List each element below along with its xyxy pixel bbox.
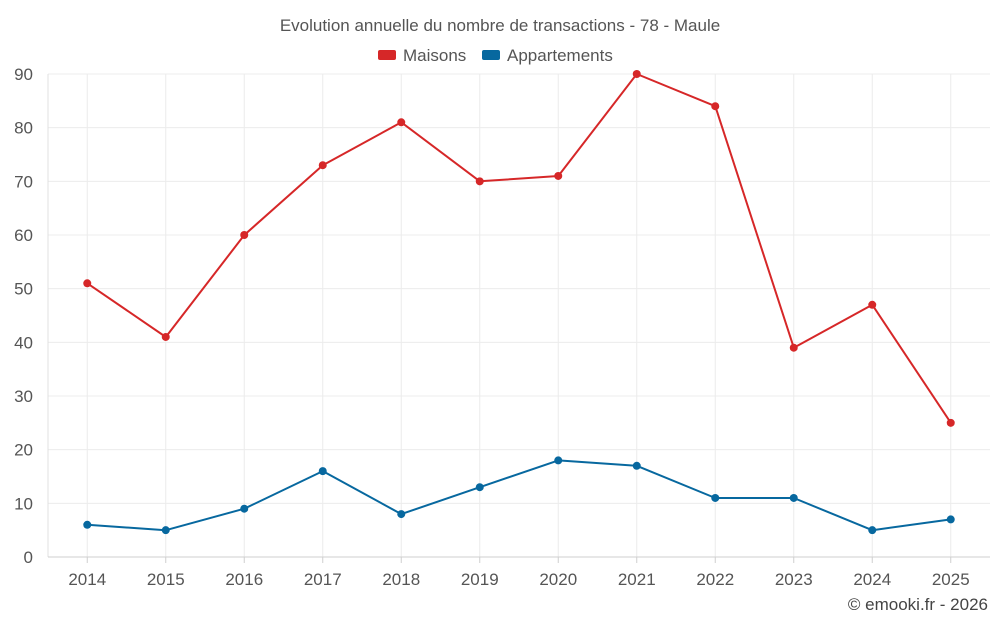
data-point-appartements bbox=[789, 493, 798, 502]
legend-swatch bbox=[482, 50, 500, 60]
x-tick-label: 2021 bbox=[618, 570, 656, 589]
data-point-maisons bbox=[240, 231, 249, 239]
x-tick-label: 2019 bbox=[461, 570, 499, 589]
x-tick-label: 2025 bbox=[932, 570, 970, 589]
data-point-appartements bbox=[83, 520, 92, 529]
data-point-maisons bbox=[161, 332, 170, 341]
y-tick-label: 50 bbox=[14, 280, 33, 299]
y-tick-label: 60 bbox=[14, 226, 33, 245]
data-point-maisons bbox=[318, 161, 327, 170]
data-point-appartements bbox=[868, 526, 877, 535]
legend-label: Appartements bbox=[507, 46, 613, 65]
data-point-maisons bbox=[397, 118, 406, 127]
axes: 0 10 20 30 40 50 60 70 80 90 2014 2015 2016 2017 2018 2… bbox=[14, 65, 990, 589]
data-point-appartements bbox=[554, 456, 563, 465]
y-tick-label: 40 bbox=[14, 333, 33, 352]
data-point-appartements bbox=[946, 515, 955, 524]
legend-swatch bbox=[378, 50, 396, 60]
y-tick-label: 80 bbox=[14, 119, 33, 138]
y-tick-label: 70 bbox=[14, 172, 33, 191]
grid bbox=[48, 73, 990, 557]
data-point-maisons bbox=[946, 418, 955, 427]
data-point-appartements bbox=[397, 510, 406, 519]
x-tick-label: 2015 bbox=[147, 570, 185, 589]
data-point-maisons bbox=[632, 70, 641, 78]
data-point-appartements bbox=[240, 504, 249, 513]
y-tick-label: 30 bbox=[14, 387, 33, 406]
data-point-maisons bbox=[711, 102, 720, 111]
y-tick-label: 10 bbox=[14, 494, 33, 513]
data-point-appartements bbox=[632, 461, 641, 470]
x-tick-label: 2017 bbox=[304, 570, 342, 589]
series-line-appartements bbox=[87, 459, 951, 532]
data-point-maisons bbox=[554, 171, 563, 180]
x-tick-label: 2022 bbox=[696, 570, 734, 589]
legend: Maisons Appartements bbox=[378, 46, 613, 65]
data-point-appartements bbox=[711, 493, 720, 502]
y-tick-label: 0 bbox=[24, 548, 33, 567]
x-tick-label: 2014 bbox=[68, 570, 106, 589]
y-tick-label: 90 bbox=[14, 65, 33, 84]
x-tick-label: 2018 bbox=[382, 570, 420, 589]
series bbox=[83, 70, 955, 535]
data-point-appartements bbox=[475, 483, 484, 492]
x-tick-label: 2020 bbox=[539, 570, 577, 589]
data-point-appartements bbox=[161, 526, 170, 535]
data-point-appartements bbox=[318, 467, 327, 476]
chart-title: Evolution annuelle du nombre de transact… bbox=[280, 16, 720, 35]
x-tick-label: 2023 bbox=[775, 570, 813, 589]
series-line-maisons bbox=[86, 73, 952, 424]
y-tick-label: 20 bbox=[14, 441, 33, 460]
x-tick-label: 2024 bbox=[853, 570, 891, 589]
data-point-maisons bbox=[83, 279, 92, 288]
credit-text: © emooki.fr - 2026 bbox=[848, 595, 988, 614]
data-point-maisons bbox=[475, 177, 484, 186]
x-tick-label: 2016 bbox=[225, 570, 263, 589]
data-point-maisons bbox=[868, 300, 877, 309]
legend-label: Maisons bbox=[403, 46, 466, 65]
data-point-maisons bbox=[789, 343, 798, 352]
